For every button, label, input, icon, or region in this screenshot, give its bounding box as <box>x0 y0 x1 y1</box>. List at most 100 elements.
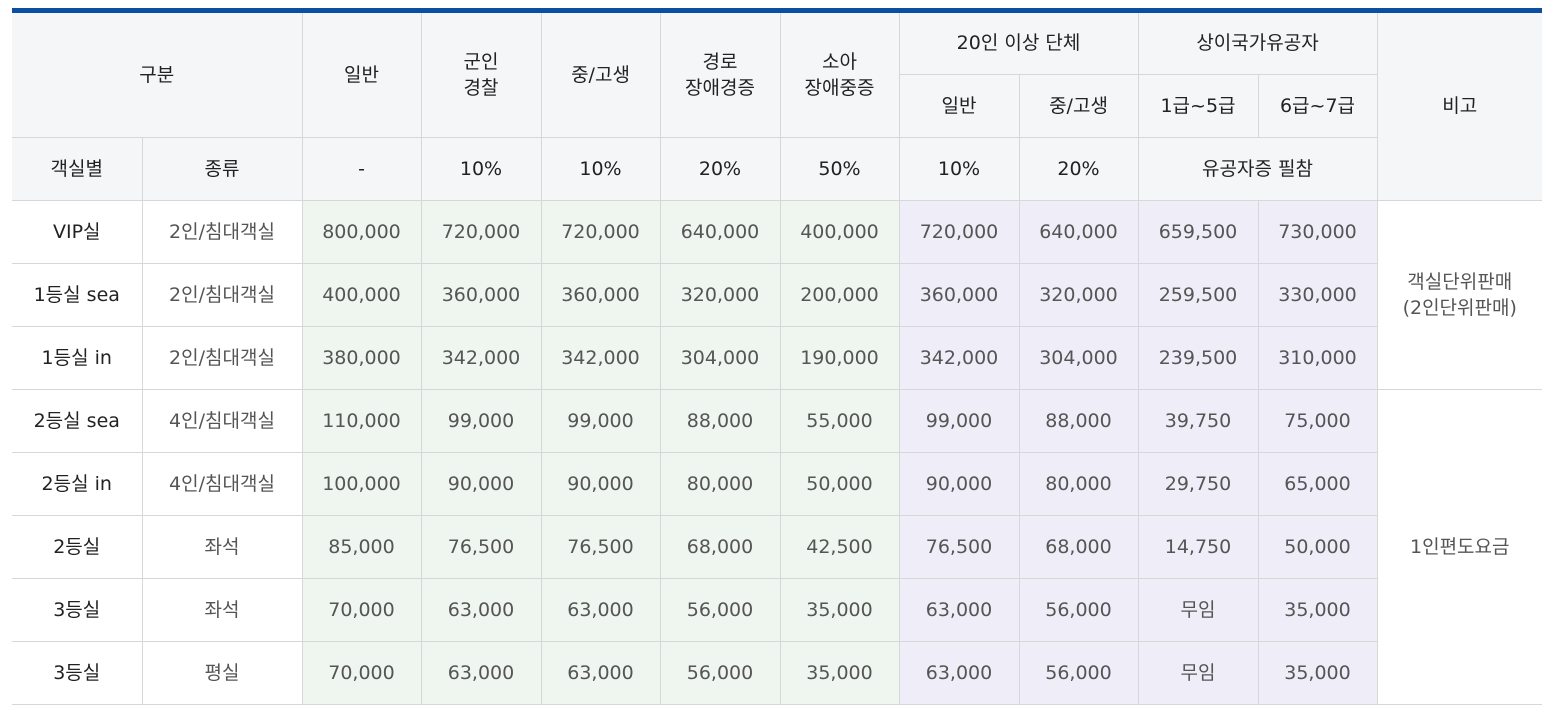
table-row: 2등실 sea 4인/침대객실 110,000 99,000 99,000 88… <box>12 388 1542 705</box>
row-class: 2등실 <box>12 514 143 579</box>
fare-cell: 800,000 <box>301 199 422 264</box>
fare-cell: 68,000 <box>659 514 781 579</box>
fare-table-container: 구분 일반 군인 경찰 중/고생 경로 장애경증 소아 장애중증 20인 이상 … <box>12 8 1542 705</box>
fare-cell: 76,500 <box>898 514 1020 579</box>
row-type: 2인/침대객실 <box>141 262 303 327</box>
row-type: 좌석 <box>141 514 303 579</box>
note-room-unit-line2: (2인단위판매) <box>1402 296 1517 319</box>
fare-cell: 35,000 <box>779 577 900 642</box>
fare-cell: 80,000 <box>659 451 781 516</box>
fare-cell: 304,000 <box>1018 325 1139 390</box>
fare-cell: 80,000 <box>1018 451 1139 516</box>
fare-cell: 75,000 <box>1257 388 1378 453</box>
header-veteran: 상이국가유공자 <box>1137 13 1378 75</box>
row-class: 1등실 sea <box>12 262 143 327</box>
fare-cell: 무임 <box>1137 640 1259 705</box>
header-remarks: 비고 <box>1376 13 1542 201</box>
discount-military: 10% <box>420 136 542 201</box>
fare-cell: 304,000 <box>659 325 781 390</box>
header-room-class: 객실별 <box>12 136 143 201</box>
fare-cell: 68,000 <box>1018 514 1139 579</box>
note-room-unit-line1: 객실단위판매 <box>1407 270 1513 293</box>
fare-cell: 35,000 <box>1257 640 1377 705</box>
table-row: 1등실 in 2인/침대객실 380,000 342,000 342,000 3… <box>12 325 1542 390</box>
fare-cell: 70,000 <box>301 640 422 705</box>
fare-cell: 56,000 <box>1018 577 1139 642</box>
fare-cell: 55,000 <box>779 388 900 453</box>
fare-cell: 720,000 <box>540 199 661 264</box>
header-veteran-6-7: 6급~7급 <box>1257 73 1377 138</box>
row-type: 2인/침대객실 <box>141 199 303 264</box>
top-accent-bar <box>12 8 1542 13</box>
header-senior: 경로 장애경증 <box>659 13 781 138</box>
fare-cell: 56,000 <box>659 640 781 705</box>
fare-cell: 110,000 <box>301 388 422 453</box>
table-row: 2등실 좌석 85,000 76,500 76,500 68,000 42,50… <box>12 514 1542 579</box>
header-room-type: 종류 <box>141 136 303 201</box>
row-class: 3등실 <box>12 577 143 642</box>
row-type: 평실 <box>141 640 303 705</box>
header-group-general: 일반 <box>899 73 1020 138</box>
discount-student: 10% <box>540 136 661 201</box>
fare-cell: 330,000 <box>1257 262 1377 327</box>
fare-cell: 380,000 <box>301 325 422 390</box>
fare-cell: 342,000 <box>898 325 1020 390</box>
fare-cell: 35,000 <box>779 640 900 705</box>
header-child: 소아 장애중증 <box>779 13 900 138</box>
row-type: 4인/침대객실 <box>141 388 303 453</box>
fare-cell: 42,500 <box>779 514 900 579</box>
discount-child: 50% <box>779 136 900 201</box>
note-room-unit: 객실단위판매 (2인단위판매) <box>1376 199 1542 390</box>
header-military-line2: 경찰 <box>463 76 499 99</box>
table-row: 2등실 in 4인/침대객실 100,000 90,000 90,000 80,… <box>12 451 1542 516</box>
discount-general: - <box>301 136 422 201</box>
row-class: 2등실 in <box>12 451 143 516</box>
row-class: 1등실 in <box>12 325 143 390</box>
fare-cell: 90,000 <box>898 451 1020 516</box>
fare-cell: 100,000 <box>301 451 422 516</box>
fare-cell: 320,000 <box>1018 262 1139 327</box>
header-senior-line2: 장애경증 <box>685 76 755 99</box>
fare-cell: 400,000 <box>779 199 900 264</box>
fare-cell: 56,000 <box>659 577 781 642</box>
fare-cell: 400,000 <box>301 262 422 327</box>
fare-cell: 88,000 <box>1018 388 1139 453</box>
fare-cell: 39,750 <box>1137 388 1259 453</box>
header-student: 중/고생 <box>540 13 661 138</box>
row-class: VIP실 <box>12 199 143 264</box>
table-row: 3등실 좌석 70,000 63,000 63,000 56,000 35,00… <box>12 577 1542 642</box>
header-group-student: 중/고생 <box>1018 73 1139 138</box>
header-military: 군인 경찰 <box>420 13 542 138</box>
header-senior-line1: 경로 <box>702 50 738 73</box>
fare-cell: 50,000 <box>1257 514 1377 579</box>
fare-cell: 35,000 <box>1257 577 1377 642</box>
fare-cell: 720,000 <box>420 199 542 264</box>
fare-cell: 360,000 <box>420 262 542 327</box>
table-row: VIP실 2인/침대객실 800,000 720,000 720,000 640… <box>12 199 1542 390</box>
fare-cell: 63,000 <box>898 640 1020 705</box>
fare-cell: 63,000 <box>420 577 542 642</box>
row-class: 2등실 sea <box>12 388 143 453</box>
fare-cell: 99,000 <box>898 388 1020 453</box>
fare-cell: 720,000 <box>898 199 1020 264</box>
row-type: 2인/침대객실 <box>141 325 303 390</box>
fare-cell: 65,000 <box>1257 451 1377 516</box>
fare-cell: 360,000 <box>898 262 1020 327</box>
table-row: 1등실 sea 2인/침대객실 400,000 360,000 360,000 … <box>12 262 1542 327</box>
row-type: 4인/침대객실 <box>141 451 303 516</box>
fare-cell: 70,000 <box>301 577 422 642</box>
header-category: 구분 <box>12 13 303 138</box>
fare-cell: 76,500 <box>420 514 542 579</box>
fare-cell: 90,000 <box>540 451 661 516</box>
fare-cell: 63,000 <box>898 577 1020 642</box>
header-child-line1: 소아 <box>822 50 857 73</box>
fare-cell: 88,000 <box>659 388 781 453</box>
fare-cell: 640,000 <box>1018 199 1139 264</box>
fare-cell: 730,000 <box>1257 199 1378 264</box>
fare-cell: 76,500 <box>540 514 661 579</box>
header-military-line1: 군인 <box>463 50 499 73</box>
header-child-line2: 장애중증 <box>804 76 875 99</box>
fare-cell: 63,000 <box>540 577 661 642</box>
fare-cell: 14,750 <box>1137 514 1259 579</box>
fare-cell: 99,000 <box>420 388 542 453</box>
